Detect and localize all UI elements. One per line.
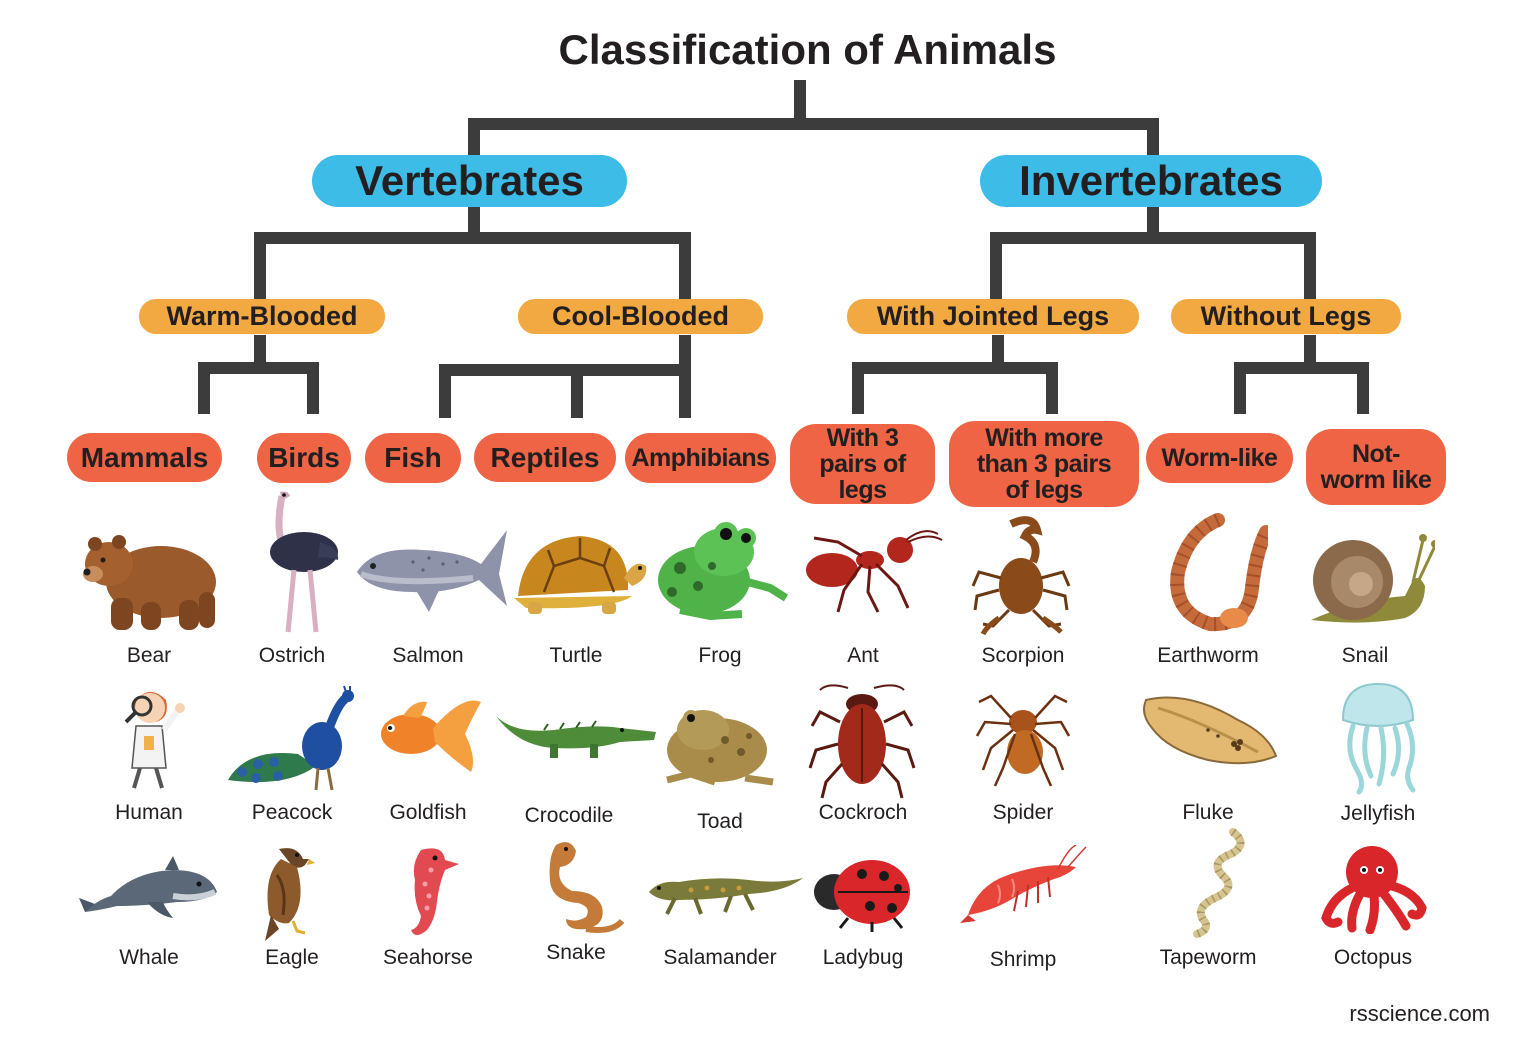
- shrimp-icon: [960, 845, 1087, 923]
- animal-tapeworm: Tapeworm: [1133, 826, 1283, 969]
- animal-label: Goldfish: [389, 801, 467, 824]
- animal-snake: Snake: [501, 837, 651, 964]
- toad-icon: [666, 710, 774, 786]
- animal-snail: Snail: [1290, 530, 1440, 667]
- cockroach-icon: [808, 684, 916, 799]
- crocodile-icon: [496, 716, 656, 758]
- animal-fluke: Fluke: [1133, 690, 1283, 824]
- subgroup-jointed-legs: With Jointed Legs: [847, 299, 1139, 334]
- animal-seahorse: Seahorse: [353, 840, 503, 969]
- class-reptiles: Reptiles: [474, 433, 616, 482]
- animal-label: Bear: [126, 644, 172, 667]
- class-more-than-three-pairs: With more than 3 pairs of legs: [949, 421, 1139, 507]
- animal-label: Fluke: [1182, 801, 1234, 824]
- animal-shrimp: Shrimp: [948, 845, 1098, 971]
- animal-whale: Whale: [74, 850, 224, 969]
- animal-earthworm: Earthworm: [1133, 512, 1283, 667]
- animal-toad: Toad: [645, 700, 795, 833]
- class-amphibians: Amphibians: [625, 433, 776, 483]
- source-credit: rsscience.com: [1349, 1001, 1490, 1026]
- animal-octopus: Octopus: [1298, 842, 1448, 969]
- animal-label: Shrimp: [989, 948, 1057, 971]
- animal-crocodile: Crocodile: [494, 710, 656, 827]
- animal-salamander: Salamander: [645, 862, 803, 969]
- eagle-icon: [265, 848, 315, 941]
- turtle-icon: [513, 536, 646, 614]
- animal-label: Tapeworm: [1159, 946, 1257, 969]
- tapeworm-icon: [1193, 828, 1245, 938]
- ostrich-icon: [270, 491, 339, 633]
- octopus-icon: [1321, 846, 1427, 934]
- animal-label: Spider: [992, 801, 1054, 824]
- animal-label: Octopus: [1333, 946, 1413, 969]
- ladybug-icon: [814, 860, 910, 932]
- animal-turtle: Turtle: [501, 526, 651, 667]
- animal-label: Frog: [698, 644, 742, 667]
- class-mammals: Mammals: [67, 433, 222, 482]
- animal-scorpion: Scorpion: [948, 514, 1098, 667]
- animal-peacock: Peacock: [217, 684, 367, 824]
- group-invertebrates: Invertebrates: [980, 155, 1322, 207]
- animal-goldfish: Goldfish: [353, 688, 503, 824]
- animal-label: Salmon: [392, 644, 464, 667]
- animal-salmon: Salmon: [353, 522, 507, 667]
- animal-bear: Bear: [74, 520, 224, 667]
- human-icon: [124, 691, 185, 789]
- subgroup-warm-blooded: Warm-Blooded: [139, 299, 385, 334]
- animal-label: Crocodile: [524, 804, 614, 827]
- class-three-pairs-legs: With 3 pairs of legs: [790, 424, 935, 504]
- animal-label: Whale: [119, 946, 179, 969]
- animal-spider: Spider: [948, 682, 1098, 824]
- animal-frog: Frog: [645, 516, 795, 667]
- class-birds: Birds: [257, 433, 351, 483]
- animal-label: Jellyfish: [1340, 802, 1416, 825]
- animal-label: Human: [115, 801, 183, 824]
- animal-label: Scorpion: [981, 644, 1065, 667]
- animal-ant: Ant: [788, 520, 943, 667]
- frog-icon: [658, 522, 789, 621]
- animal-label: Snail: [1341, 644, 1389, 667]
- subgroup-without-legs: Without Legs: [1171, 299, 1401, 334]
- peacock-icon: [228, 685, 354, 791]
- animal-ladybug: Ladybug: [788, 852, 938, 969]
- salmon-icon: [357, 530, 507, 612]
- scorpion-icon: [971, 516, 1071, 636]
- animal-label: Eagle: [265, 946, 319, 969]
- animal-label: Snake: [546, 941, 606, 964]
- animal-label: Turtle: [549, 644, 603, 667]
- animal-ostrich: Ostrich: [217, 486, 367, 667]
- animal-label: Ant: [847, 644, 879, 667]
- fluke-icon: [1143, 696, 1278, 765]
- earthworm-icon: [1170, 513, 1268, 632]
- animal-jellyfish: Jellyfish: [1303, 680, 1453, 825]
- class-fish: Fish: [365, 433, 461, 483]
- animal-label: Salamander: [663, 946, 777, 969]
- spider-icon: [975, 694, 1071, 787]
- group-vertebrates: Vertebrates: [312, 155, 627, 207]
- page-title: Classification of Animals: [558, 26, 1057, 73]
- class-worm-like: Worm-like: [1146, 433, 1293, 483]
- goldfish-icon: [381, 700, 481, 772]
- animal-eagle: Eagle: [217, 845, 367, 969]
- animal-label: Seahorse: [383, 946, 473, 969]
- whale-icon: [78, 856, 217, 918]
- ant-icon: [806, 530, 943, 613]
- animal-label: Earthworm: [1157, 644, 1259, 667]
- animal-label: Cockroch: [818, 801, 908, 824]
- subgroup-cool-blooded: Cool-Blooded: [518, 299, 763, 334]
- bear-icon: [83, 535, 216, 630]
- animal-label: Ostrich: [258, 644, 326, 667]
- snail-icon: [1311, 534, 1435, 623]
- class-not-worm-like: Not-worm like: [1306, 429, 1446, 505]
- animal-label: Peacock: [251, 801, 333, 824]
- jellyfish-icon: [1341, 682, 1416, 795]
- seahorse-icon: [411, 848, 459, 935]
- animal-human: Human: [74, 676, 224, 824]
- animal-label: Ladybug: [822, 946, 904, 969]
- animal-label: Toad: [697, 810, 743, 833]
- salamander-icon: [649, 878, 803, 915]
- animal-cockroach: Cockroch: [788, 682, 938, 824]
- snake-icon: [549, 842, 625, 933]
